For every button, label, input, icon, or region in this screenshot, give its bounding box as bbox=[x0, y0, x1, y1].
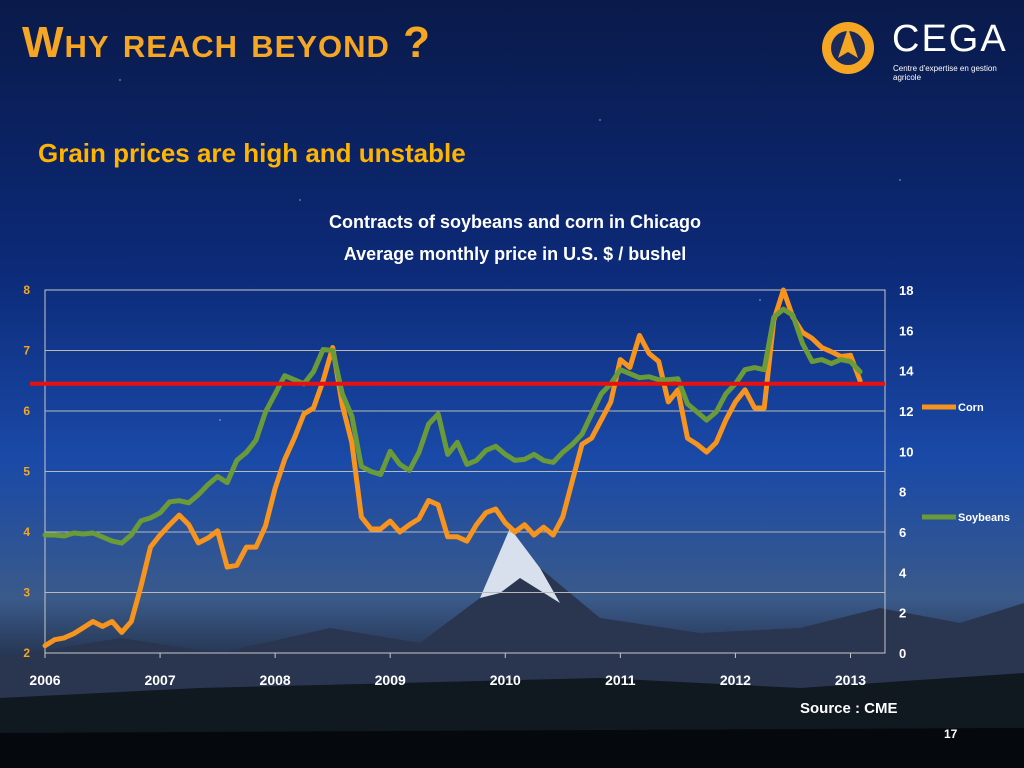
legend-label-soybeans: Soybeans bbox=[958, 512, 1010, 524]
slide-subtitle: Grain prices are high and unstable bbox=[38, 138, 466, 168]
right-axis-tick-label: 16 bbox=[899, 323, 913, 338]
series-line-soybeans bbox=[42, 306, 863, 546]
chart-title-line-1: Contracts of soybeans and corn in Chicag… bbox=[328, 212, 702, 232]
x-axis-tick-label: 2010 bbox=[490, 672, 521, 688]
logo-name: CEGA bbox=[892, 18, 1008, 60]
left-axis-tick-label: 5 bbox=[23, 465, 30, 479]
legend-label-corn: Corn bbox=[958, 402, 984, 414]
left-axis-tick-label: 8 bbox=[23, 283, 30, 297]
logo-tagline: Centre d'expertise en gestion agricole bbox=[893, 64, 997, 82]
left-axis-tick-label: 6 bbox=[23, 404, 30, 418]
series-line-corn bbox=[42, 287, 863, 649]
right-axis-tick-label: 4 bbox=[899, 565, 907, 580]
left-axis-tick-label: 2 bbox=[23, 646, 30, 660]
right-axis-tick-label: 18 bbox=[899, 283, 913, 298]
right-axis-tick-label: 2 bbox=[899, 606, 906, 621]
right-axis-tick-label: 14 bbox=[899, 364, 914, 379]
left-axis-tick-label: 4 bbox=[23, 525, 30, 539]
source-note: Source : CME bbox=[800, 700, 898, 717]
right-axis-tick-label: 12 bbox=[899, 404, 913, 419]
x-axis-tick-label: 2006 bbox=[29, 672, 60, 688]
right-axis-tick-label: 10 bbox=[899, 444, 913, 459]
x-axis-tick-label: 2013 bbox=[835, 672, 866, 688]
right-axis-tick-label: 0 bbox=[899, 646, 906, 661]
x-axis-tick-label: 2008 bbox=[260, 672, 291, 688]
right-axis-tick-label: 8 bbox=[899, 485, 906, 500]
right-axis-tick-label: 6 bbox=[899, 525, 906, 540]
mountain-landscape bbox=[0, 528, 1024, 768]
cega-logo-icon bbox=[822, 22, 874, 74]
x-axis-tick-label: 2011 bbox=[605, 672, 636, 688]
x-axis-tick-label: 2012 bbox=[720, 672, 751, 688]
left-axis-tick-label: 7 bbox=[23, 344, 30, 358]
chart-title-line-2: Average monthly price in U.S. $ / bushel bbox=[343, 244, 687, 264]
x-axis-tick-label: 2009 bbox=[375, 672, 406, 688]
left-axis-tick-label: 3 bbox=[23, 586, 30, 600]
page-number: 17 bbox=[944, 727, 958, 741]
slide-title: Why reach beyond ? bbox=[22, 18, 431, 67]
x-axis-tick-label: 2007 bbox=[144, 672, 175, 688]
